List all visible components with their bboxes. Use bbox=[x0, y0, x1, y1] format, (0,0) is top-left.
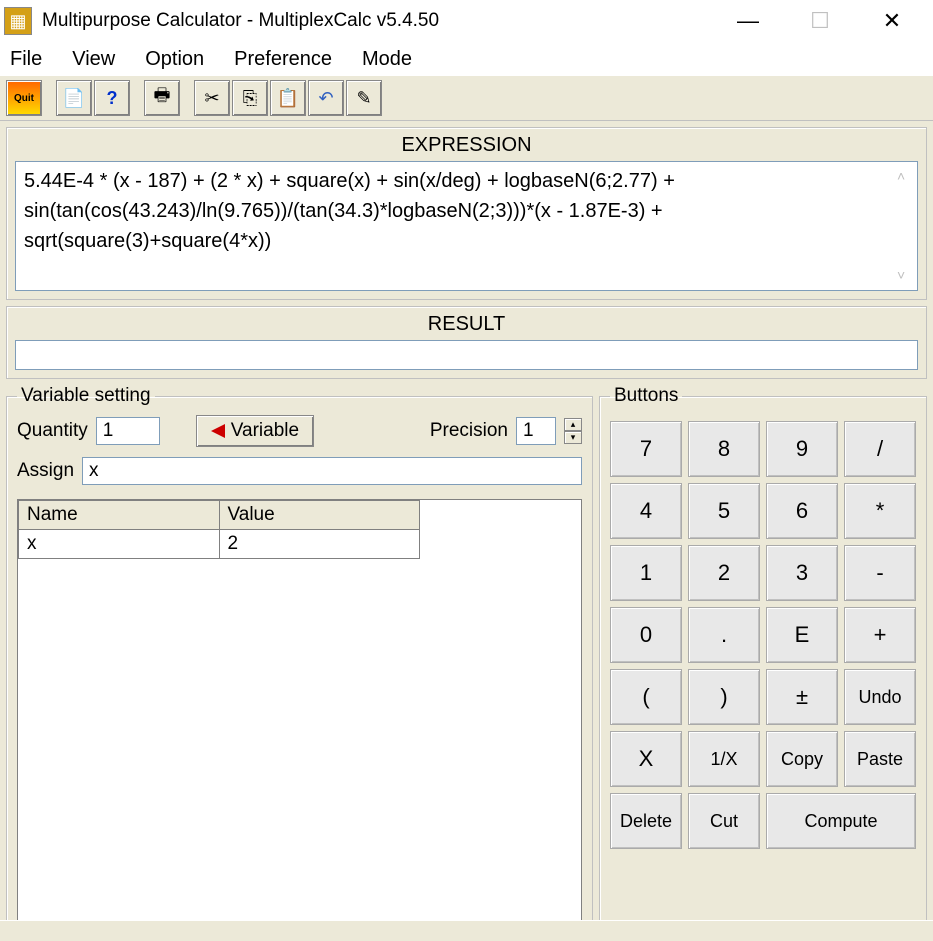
expression-input[interactable]: 5.44E-4 * (x - 187) + (2 * x) + square(x… bbox=[15, 161, 918, 291]
variable-setting-panel: Variable setting Quantity Variable Preci… bbox=[6, 385, 593, 935]
key-plusminus[interactable]: ± bbox=[766, 669, 838, 725]
key-9[interactable]: 9 bbox=[766, 421, 838, 477]
scroll-up-icon[interactable]: ˄ bbox=[897, 166, 915, 187]
variable-button-label: Variable bbox=[231, 420, 299, 442]
key-6[interactable]: 6 bbox=[766, 483, 838, 539]
key-undo[interactable]: Undo bbox=[844, 669, 916, 725]
assign-input[interactable] bbox=[82, 457, 582, 485]
table-row[interactable]: x 2 bbox=[19, 530, 420, 559]
expression-label: EXPRESSION bbox=[15, 134, 918, 157]
precision-spinner[interactable]: ▴ ▾ bbox=[564, 418, 582, 444]
menu-view[interactable]: View bbox=[72, 48, 115, 71]
quit-button[interactable]: Quit bbox=[6, 80, 42, 116]
key-x[interactable]: X bbox=[610, 731, 682, 787]
result-panel: RESULT bbox=[6, 306, 927, 379]
minimize-button[interactable]: — bbox=[731, 7, 765, 35]
expression-text: 5.44E-4 * (x - 187) + (2 * x) + square(x… bbox=[24, 170, 675, 252]
scroll-down-icon[interactable]: ˅ bbox=[897, 265, 915, 286]
arrow-left-icon bbox=[211, 424, 225, 438]
key-5[interactable]: 5 bbox=[688, 483, 760, 539]
key-reciprocal[interactable]: 1/X bbox=[688, 731, 760, 787]
key-3[interactable]: 3 bbox=[766, 545, 838, 601]
spinner-up-icon[interactable]: ▴ bbox=[564, 418, 582, 431]
variable-button[interactable]: Variable bbox=[196, 415, 314, 447]
variable-setting-legend: Variable setting bbox=[17, 385, 155, 407]
key-plus[interactable]: + bbox=[844, 607, 916, 663]
edit-icon[interactable]: ✎ bbox=[346, 80, 382, 116]
key-multiply[interactable]: * bbox=[844, 483, 916, 539]
copy-icon[interactable]: ⎘ bbox=[232, 80, 268, 116]
quantity-input[interactable] bbox=[96, 417, 160, 445]
key-lparen[interactable]: ( bbox=[610, 669, 682, 725]
print-icon[interactable]: 🖶 bbox=[144, 80, 180, 116]
key-7[interactable]: 7 bbox=[610, 421, 682, 477]
key-4[interactable]: 4 bbox=[610, 483, 682, 539]
key-cut[interactable]: Cut bbox=[688, 793, 760, 849]
precision-label: Precision bbox=[430, 420, 508, 442]
open-icon[interactable]: 📄 bbox=[56, 80, 92, 116]
key-copy[interactable]: Copy bbox=[766, 731, 838, 787]
undo-icon[interactable]: ↶ bbox=[308, 80, 344, 116]
toolbar: Quit 📄 ? 🖶 ✂ ⎘ 📋 ↶ ✎ bbox=[0, 76, 933, 121]
close-button[interactable]: ✕ bbox=[875, 7, 909, 35]
paste-icon[interactable]: 📋 bbox=[270, 80, 306, 116]
quantity-label: Quantity bbox=[17, 420, 88, 442]
table-header-value: Value bbox=[219, 501, 420, 530]
key-dot[interactable]: . bbox=[688, 607, 760, 663]
key-divide[interactable]: / bbox=[844, 421, 916, 477]
menu-option[interactable]: Option bbox=[145, 48, 204, 71]
buttons-legend: Buttons bbox=[610, 385, 682, 407]
menu-mode[interactable]: Mode bbox=[362, 48, 412, 71]
key-minus[interactable]: - bbox=[844, 545, 916, 601]
spinner-down-icon[interactable]: ▾ bbox=[564, 431, 582, 444]
key-rparen[interactable]: ) bbox=[688, 669, 760, 725]
result-output bbox=[15, 340, 918, 370]
table-cell-name[interactable]: x bbox=[19, 530, 220, 559]
key-2[interactable]: 2 bbox=[688, 545, 760, 601]
key-8[interactable]: 8 bbox=[688, 421, 760, 477]
status-bar bbox=[0, 920, 933, 940]
buttons-panel: Buttons 7 8 9 / 4 5 6 * 1 2 3 - 0 . E + … bbox=[599, 385, 927, 935]
key-compute[interactable]: Compute bbox=[766, 793, 916, 849]
menu-preference[interactable]: Preference bbox=[234, 48, 332, 71]
title-bar: ▦ Multipurpose Calculator - MultiplexCal… bbox=[0, 0, 933, 42]
expression-panel: EXPRESSION 5.44E-4 * (x - 187) + (2 * x)… bbox=[6, 127, 927, 300]
key-e[interactable]: E bbox=[766, 607, 838, 663]
table-header-name: Name bbox=[19, 501, 220, 530]
key-paste[interactable]: Paste bbox=[844, 731, 916, 787]
help-icon[interactable]: ? bbox=[94, 80, 130, 116]
variable-table[interactable]: Name Value x 2 bbox=[17, 499, 582, 924]
result-label: RESULT bbox=[15, 313, 918, 336]
window-controls: — ☐ ✕ bbox=[731, 7, 909, 35]
key-delete[interactable]: Delete bbox=[610, 793, 682, 849]
menu-bar: File View Option Preference Mode bbox=[0, 42, 933, 76]
menu-file[interactable]: File bbox=[10, 48, 42, 71]
assign-label: Assign bbox=[17, 460, 74, 482]
cut-icon[interactable]: ✂ bbox=[194, 80, 230, 116]
maximize-button[interactable]: ☐ bbox=[803, 7, 837, 35]
app-icon: ▦ bbox=[4, 7, 32, 35]
table-header-row: Name Value bbox=[19, 501, 420, 530]
window-title: Multipurpose Calculator - MultiplexCalc … bbox=[42, 10, 731, 32]
key-1[interactable]: 1 bbox=[610, 545, 682, 601]
precision-input[interactable] bbox=[516, 417, 556, 445]
keypad: 7 8 9 / 4 5 6 * 1 2 3 - 0 . E + ( ) ± Un… bbox=[610, 415, 916, 849]
table-cell-value[interactable]: 2 bbox=[219, 530, 420, 559]
key-0[interactable]: 0 bbox=[610, 607, 682, 663]
expression-scrollbar[interactable]: ˄ ˅ bbox=[897, 166, 915, 286]
